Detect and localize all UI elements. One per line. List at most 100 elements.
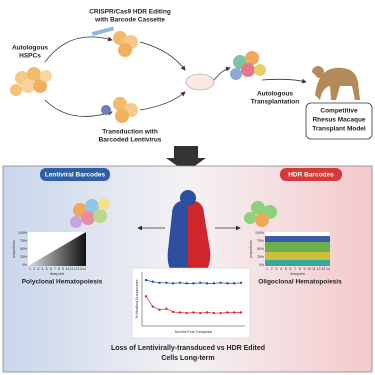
arrow	[139, 91, 186, 111]
point	[171, 310, 175, 314]
x-tick-label: 8	[58, 267, 60, 271]
point	[199, 281, 202, 284]
y-tick-label: 100%	[18, 231, 27, 235]
y-axis-label: proportions	[249, 240, 253, 258]
x-tick-label: 12	[317, 267, 321, 271]
crispr-label: CRISPR/Cas9 HDR Editing	[89, 9, 171, 16]
x-tick-label: 6	[289, 267, 291, 271]
monkey-head	[180, 190, 196, 206]
x-tick-label: 14	[326, 267, 330, 271]
x-tick-label: 5	[285, 267, 287, 271]
point	[192, 311, 195, 314]
lentiviral-tag	[40, 168, 110, 181]
petri-dish	[185, 73, 215, 91]
poly-area	[28, 232, 86, 266]
point	[151, 305, 154, 308]
model-box	[305, 102, 373, 140]
point	[219, 281, 222, 284]
arrow	[213, 66, 231, 81]
monkey-left	[167, 200, 188, 275]
y-tick-label: 75%	[257, 239, 264, 243]
point	[192, 282, 195, 285]
x-tick-label: 10	[307, 267, 311, 271]
point	[199, 311, 202, 315]
lenti-label: Transduction with	[102, 129, 158, 136]
point	[233, 282, 236, 285]
point	[158, 308, 161, 311]
y-axis-label: % Modified Granulocytes	[135, 279, 139, 318]
crispr-label: with Barcode Cassette	[94, 17, 165, 24]
y-tick-label: 25%	[257, 255, 264, 259]
y-tick-label: 75%	[20, 239, 27, 243]
oligo-label: Oligoclonal Hematopoiesis	[258, 279, 342, 286]
point	[226, 282, 229, 285]
x-tick-label: 10	[65, 267, 69, 271]
point	[144, 278, 148, 282]
monkey-right	[188, 200, 211, 275]
x-tick-label: 1	[266, 267, 268, 271]
y-tick-label: 25%	[20, 255, 27, 259]
point	[165, 307, 168, 310]
x-tick-label: 14	[82, 267, 86, 271]
point	[226, 311, 229, 314]
x-tick-label: 12	[74, 267, 78, 271]
macaque	[312, 66, 360, 100]
lentivirus-cluster	[101, 97, 138, 123]
arrow	[139, 41, 186, 71]
point	[205, 311, 209, 314]
x-tick-label: 11	[70, 267, 74, 271]
x-tick-label: 9	[62, 267, 64, 271]
point	[178, 311, 182, 314]
hspc-cluster	[10, 67, 52, 96]
x-tick-label: 9	[304, 267, 306, 271]
transplant-label: Autologous	[257, 91, 293, 98]
model-label: Rhesus Macaque	[312, 117, 365, 124]
point	[171, 282, 175, 285]
x-tick-label: 3	[275, 267, 277, 271]
lentiviral-tag-text: Lentiviral Barcodes	[45, 172, 106, 179]
point	[233, 311, 236, 314]
point	[144, 295, 148, 298]
y-tick-label: 50%	[257, 247, 264, 251]
poly-label: Polyclonal Hematopoiesis	[22, 279, 103, 286]
x-tick-label: 3	[37, 267, 39, 271]
conclusion: Loss of Lentivirally-transduced vs HDR E…	[111, 345, 265, 352]
point	[158, 281, 161, 284]
point	[239, 311, 243, 314]
arrow	[44, 36, 113, 63]
point	[212, 282, 216, 285]
x-tick-label: 2	[271, 267, 273, 271]
x-tick-label: 2	[33, 267, 35, 271]
right-cells	[244, 201, 277, 227]
arrow	[261, 78, 307, 84]
x-tick-label: 7	[54, 267, 56, 271]
point	[212, 311, 216, 315]
x-tick-label: 7	[294, 267, 296, 271]
hspc-label: Autologous	[12, 45, 48, 52]
y-axis-label: proportions	[12, 240, 16, 258]
x-tick-label: 13	[78, 267, 82, 271]
down-arrow	[166, 146, 206, 172]
x-tick-label: 5	[46, 267, 48, 271]
x-axis-label: timepoint	[290, 272, 304, 276]
conclusion: Cells Long-term	[161, 355, 214, 362]
barcoded-cluster	[230, 51, 266, 80]
point	[205, 282, 209, 285]
model-label: Competitive	[320, 108, 358, 115]
x-tick-label: 8	[299, 267, 301, 271]
edited-cluster	[91, 26, 138, 57]
x-tick-label: 13	[321, 267, 325, 271]
x-axis-label: timepoint	[50, 272, 64, 276]
y-tick-label: 50%	[20, 247, 27, 251]
oligo-area	[265, 236, 330, 266]
point	[219, 311, 222, 315]
transplant-label: Transplantation	[251, 99, 299, 106]
y-tick-label: 100%	[255, 231, 264, 235]
hdr-tag	[280, 168, 342, 181]
y-tick-label: 0%	[22, 263, 27, 267]
granulocyte-plot-bg	[131, 267, 251, 339]
model-label: Transplant Model	[312, 126, 366, 133]
x-tick-label: 6	[50, 267, 52, 271]
x-tick-label: 11	[312, 267, 316, 271]
